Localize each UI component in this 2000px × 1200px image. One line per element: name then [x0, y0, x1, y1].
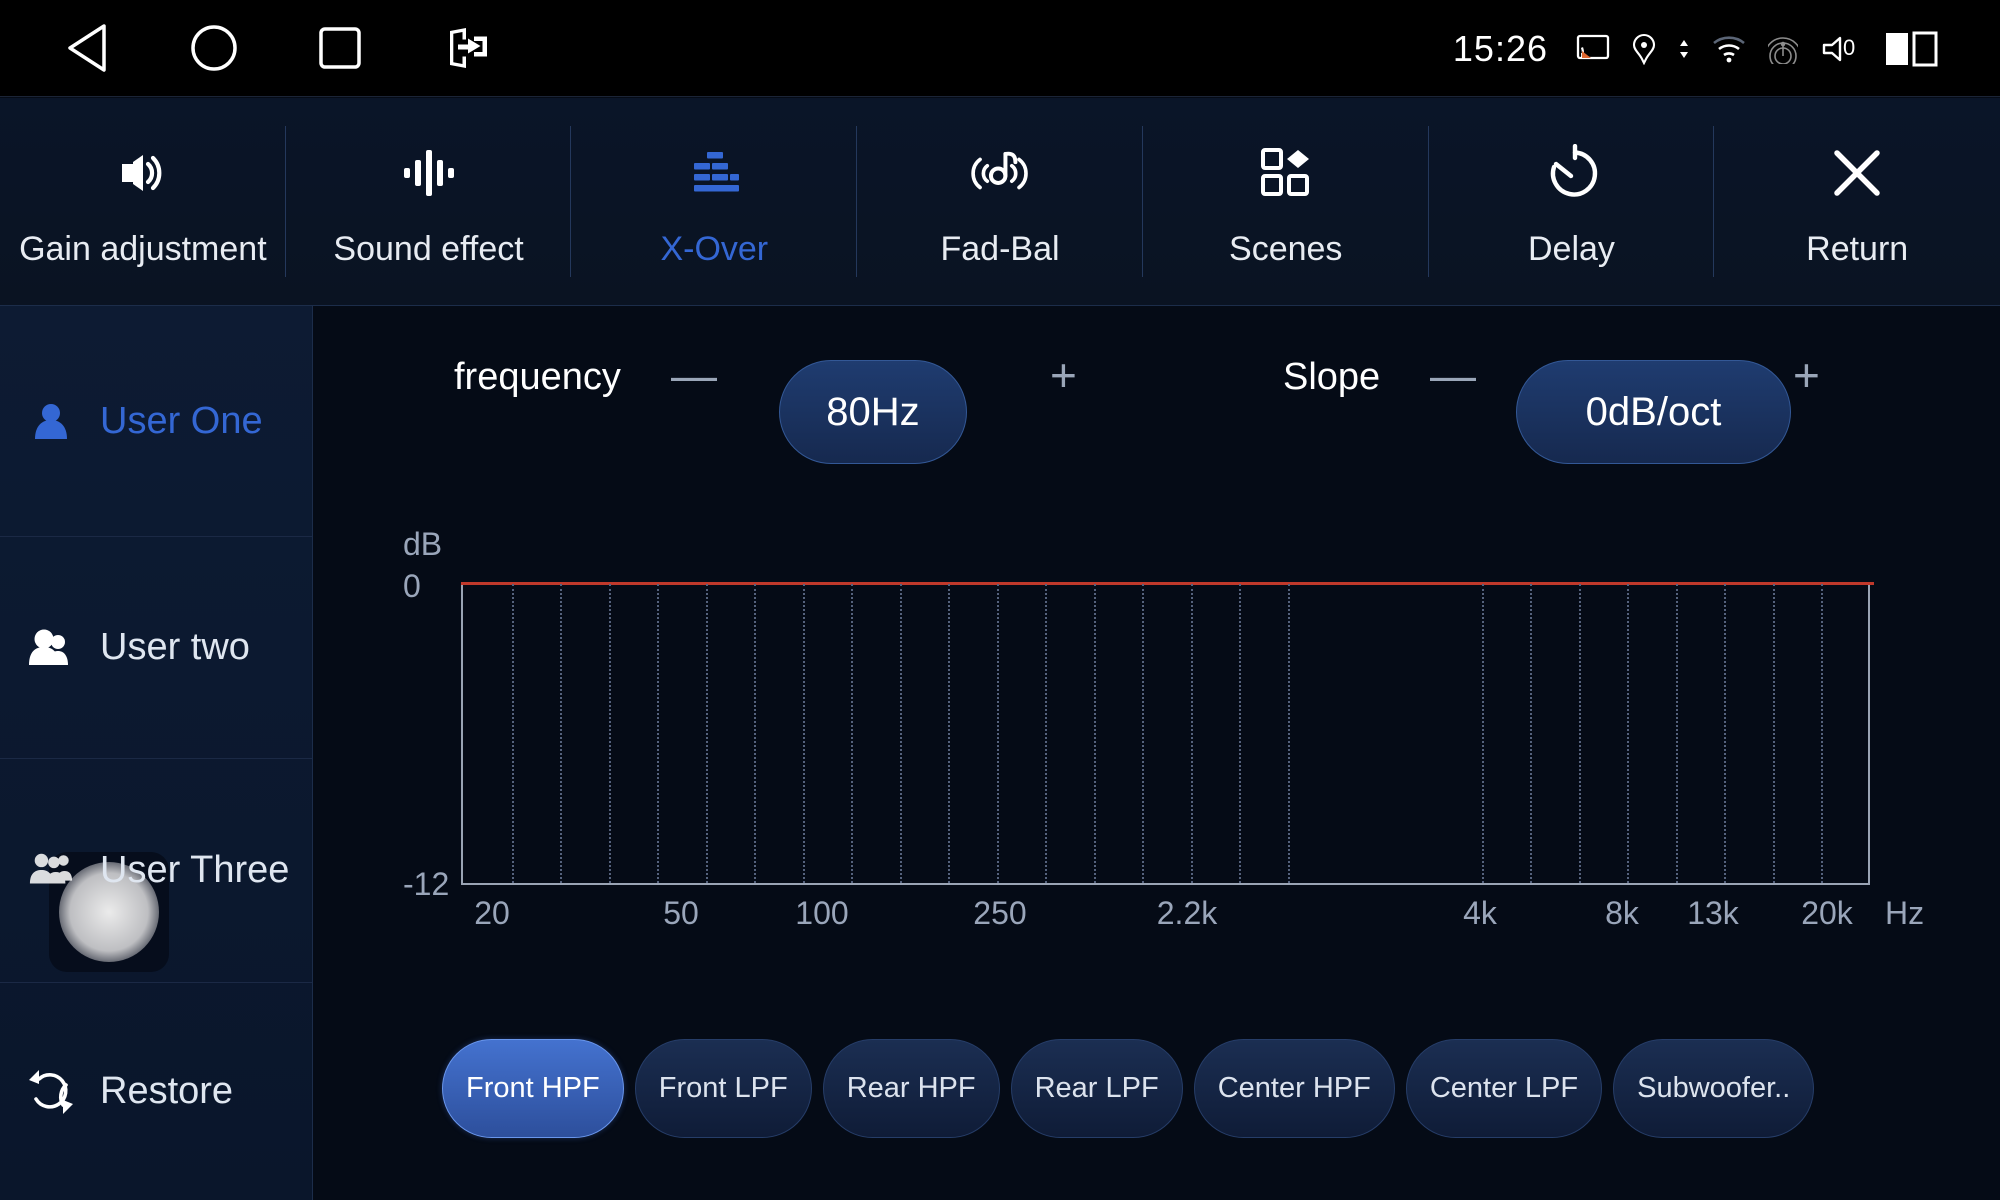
svg-text:0: 0: [1843, 35, 1855, 60]
